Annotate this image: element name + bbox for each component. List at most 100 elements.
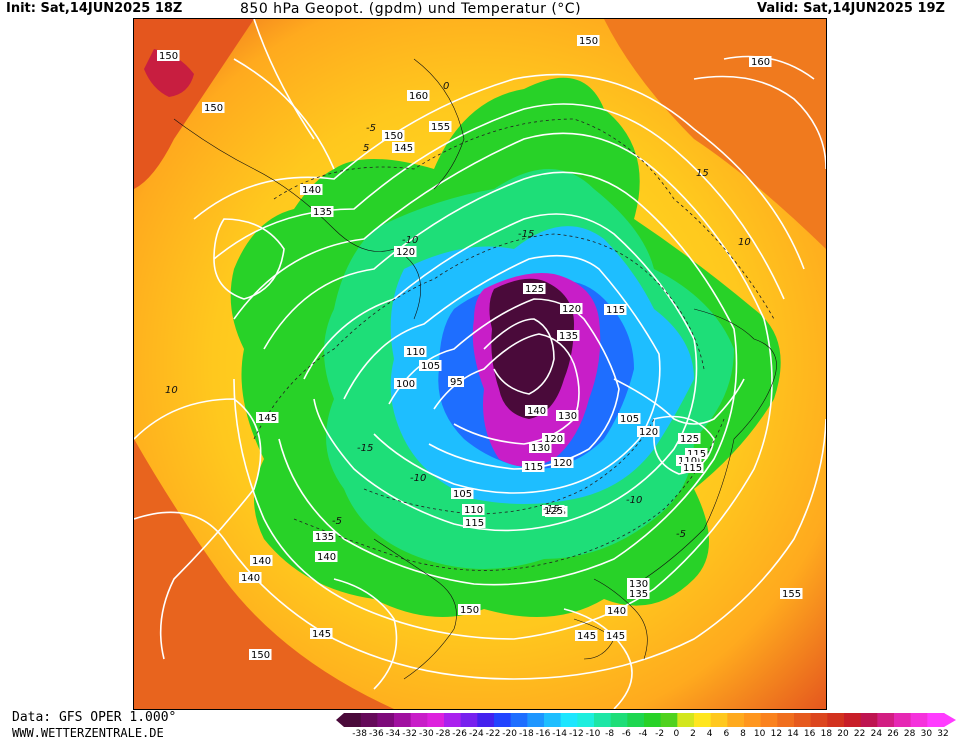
temperature-field-hot-sw: [134, 439, 394, 709]
geopotential-label: 150: [251, 650, 270, 661]
geopotential-label: 150: [460, 605, 479, 616]
legend-tick: -26: [452, 729, 468, 739]
temperature-field-hot-ne: [604, 19, 826, 249]
legend-swatch: [444, 713, 462, 727]
geopotential-label-bg: [542, 505, 565, 516]
legend-tick: -36: [368, 729, 384, 739]
geopotential-label: 110: [678, 456, 697, 467]
website-label: WWW.WETTERZENTRALE.DE: [12, 726, 164, 740]
legend-swatch: [560, 713, 578, 727]
legend-tick: -32: [402, 729, 418, 739]
legend-tick: -16: [535, 729, 551, 739]
geopotential-label-bg: [407, 90, 430, 101]
legend-tick: 16: [803, 729, 816, 739]
legend-swatch: [594, 713, 612, 727]
legend-swatch: [377, 713, 395, 727]
geopotential-label: 135: [315, 532, 334, 543]
geopotential-label-bg: [256, 412, 279, 423]
legend-swatch: [360, 713, 378, 727]
legend-swatch: [410, 713, 428, 727]
temperature-label: 10: [165, 385, 178, 396]
legend-tick: 12: [770, 729, 783, 739]
geopotential-label-bg: [463, 517, 486, 528]
geopotential-label: 120: [562, 304, 581, 315]
legend-swatch: [794, 713, 812, 727]
legend-swatch: [394, 713, 412, 727]
legend-tick: 10: [753, 729, 766, 739]
legend-tick: -38: [352, 729, 368, 739]
geopotential-label-bg: [313, 531, 336, 542]
legend-tick: -22: [485, 729, 501, 739]
geopotential-label: 115: [524, 462, 543, 473]
legend-swatch: [610, 713, 628, 727]
legend-tick: 18: [820, 729, 833, 739]
temperature-field-hot-pocket: [144, 49, 194, 97]
geopotential-label-bg: [451, 488, 474, 499]
legend-tick: 2: [690, 729, 696, 739]
geopotential-label: 150: [159, 51, 178, 62]
legend-swatch: [577, 713, 595, 727]
temperature-label: -10: [626, 495, 642, 506]
geopotential-label: 145: [312, 629, 331, 640]
geopotential-label-bg: [557, 330, 580, 341]
legend-tick: -28: [435, 729, 451, 739]
legend-arrow-high: [944, 713, 956, 727]
coastlines: [173, 58, 777, 680]
init-time-label: Init: Sat,14JUN2025 18Z: [6, 1, 183, 16]
geopotential-label-bg: [685, 448, 708, 459]
legend-tick: -10: [585, 729, 601, 739]
legend-tick: 4: [706, 729, 713, 739]
geopotential-label-bg: [404, 346, 427, 357]
geopotential-label-bg: [676, 455, 699, 466]
geopotential-label: 110: [406, 347, 425, 358]
geopotential-label: 105: [620, 414, 639, 425]
legend-swatch: [927, 713, 945, 727]
temperature-label: -10: [410, 473, 426, 484]
geopotential-label-bg: [300, 184, 323, 195]
temperature-label: -15: [543, 504, 559, 515]
geopotential-label: 120: [544, 434, 563, 445]
legend-tick: 14: [787, 729, 799, 739]
geopotential-label: 115: [606, 305, 625, 316]
geopotential-label: 145: [606, 631, 625, 642]
geopotential-label: 115: [687, 449, 706, 460]
legend-tick: -12: [568, 729, 584, 739]
legend-tick: 20: [837, 729, 849, 739]
legend-tick: -8: [605, 729, 615, 739]
geopotential-label-bg: [577, 35, 600, 46]
geopotential-label-bg: [394, 378, 417, 389]
geopotential-label: 155: [431, 122, 450, 133]
legend-tick: -30: [418, 729, 434, 739]
geopotential-label-bg: [394, 246, 417, 257]
temperature-contours: [253, 118, 775, 571]
geopotential-label-bg: [556, 410, 579, 421]
legend-swatch: [544, 713, 562, 727]
geopotential-label-bg: [522, 461, 545, 472]
geopotential-label-bg: [523, 283, 546, 294]
legend-swatch: [810, 713, 828, 727]
legend-tick: 30: [920, 729, 933, 739]
geopotential-label: 140: [317, 552, 336, 563]
geopotential-label-bg: [249, 649, 272, 660]
legend-swatch: [677, 713, 695, 727]
geopotential-label: 135: [313, 207, 332, 218]
geopotential-label: 120: [639, 427, 658, 438]
geopotential-label-bg: [542, 433, 565, 444]
legend-tick: 24: [870, 729, 883, 739]
legend-swatch: [344, 713, 362, 727]
geopotential-label: 145: [394, 143, 413, 154]
geopotential-label: 125: [544, 506, 563, 517]
legend-swatch: [460, 713, 478, 727]
temperature-label: 5: [363, 143, 369, 154]
geopotential-label-bg: [749, 56, 772, 67]
geopotential-label-bg: [310, 628, 333, 639]
legend-swatch: [644, 713, 662, 727]
legend-tick: -6: [621, 729, 631, 739]
geopotential-label-bg: [604, 630, 627, 641]
geopotential-label-bg: [429, 121, 452, 132]
legend-swatch: [477, 713, 495, 727]
geopotential-label-bg: [627, 578, 650, 589]
geopotential-label-bg: [605, 605, 628, 616]
legend-tick: -14: [552, 729, 568, 739]
